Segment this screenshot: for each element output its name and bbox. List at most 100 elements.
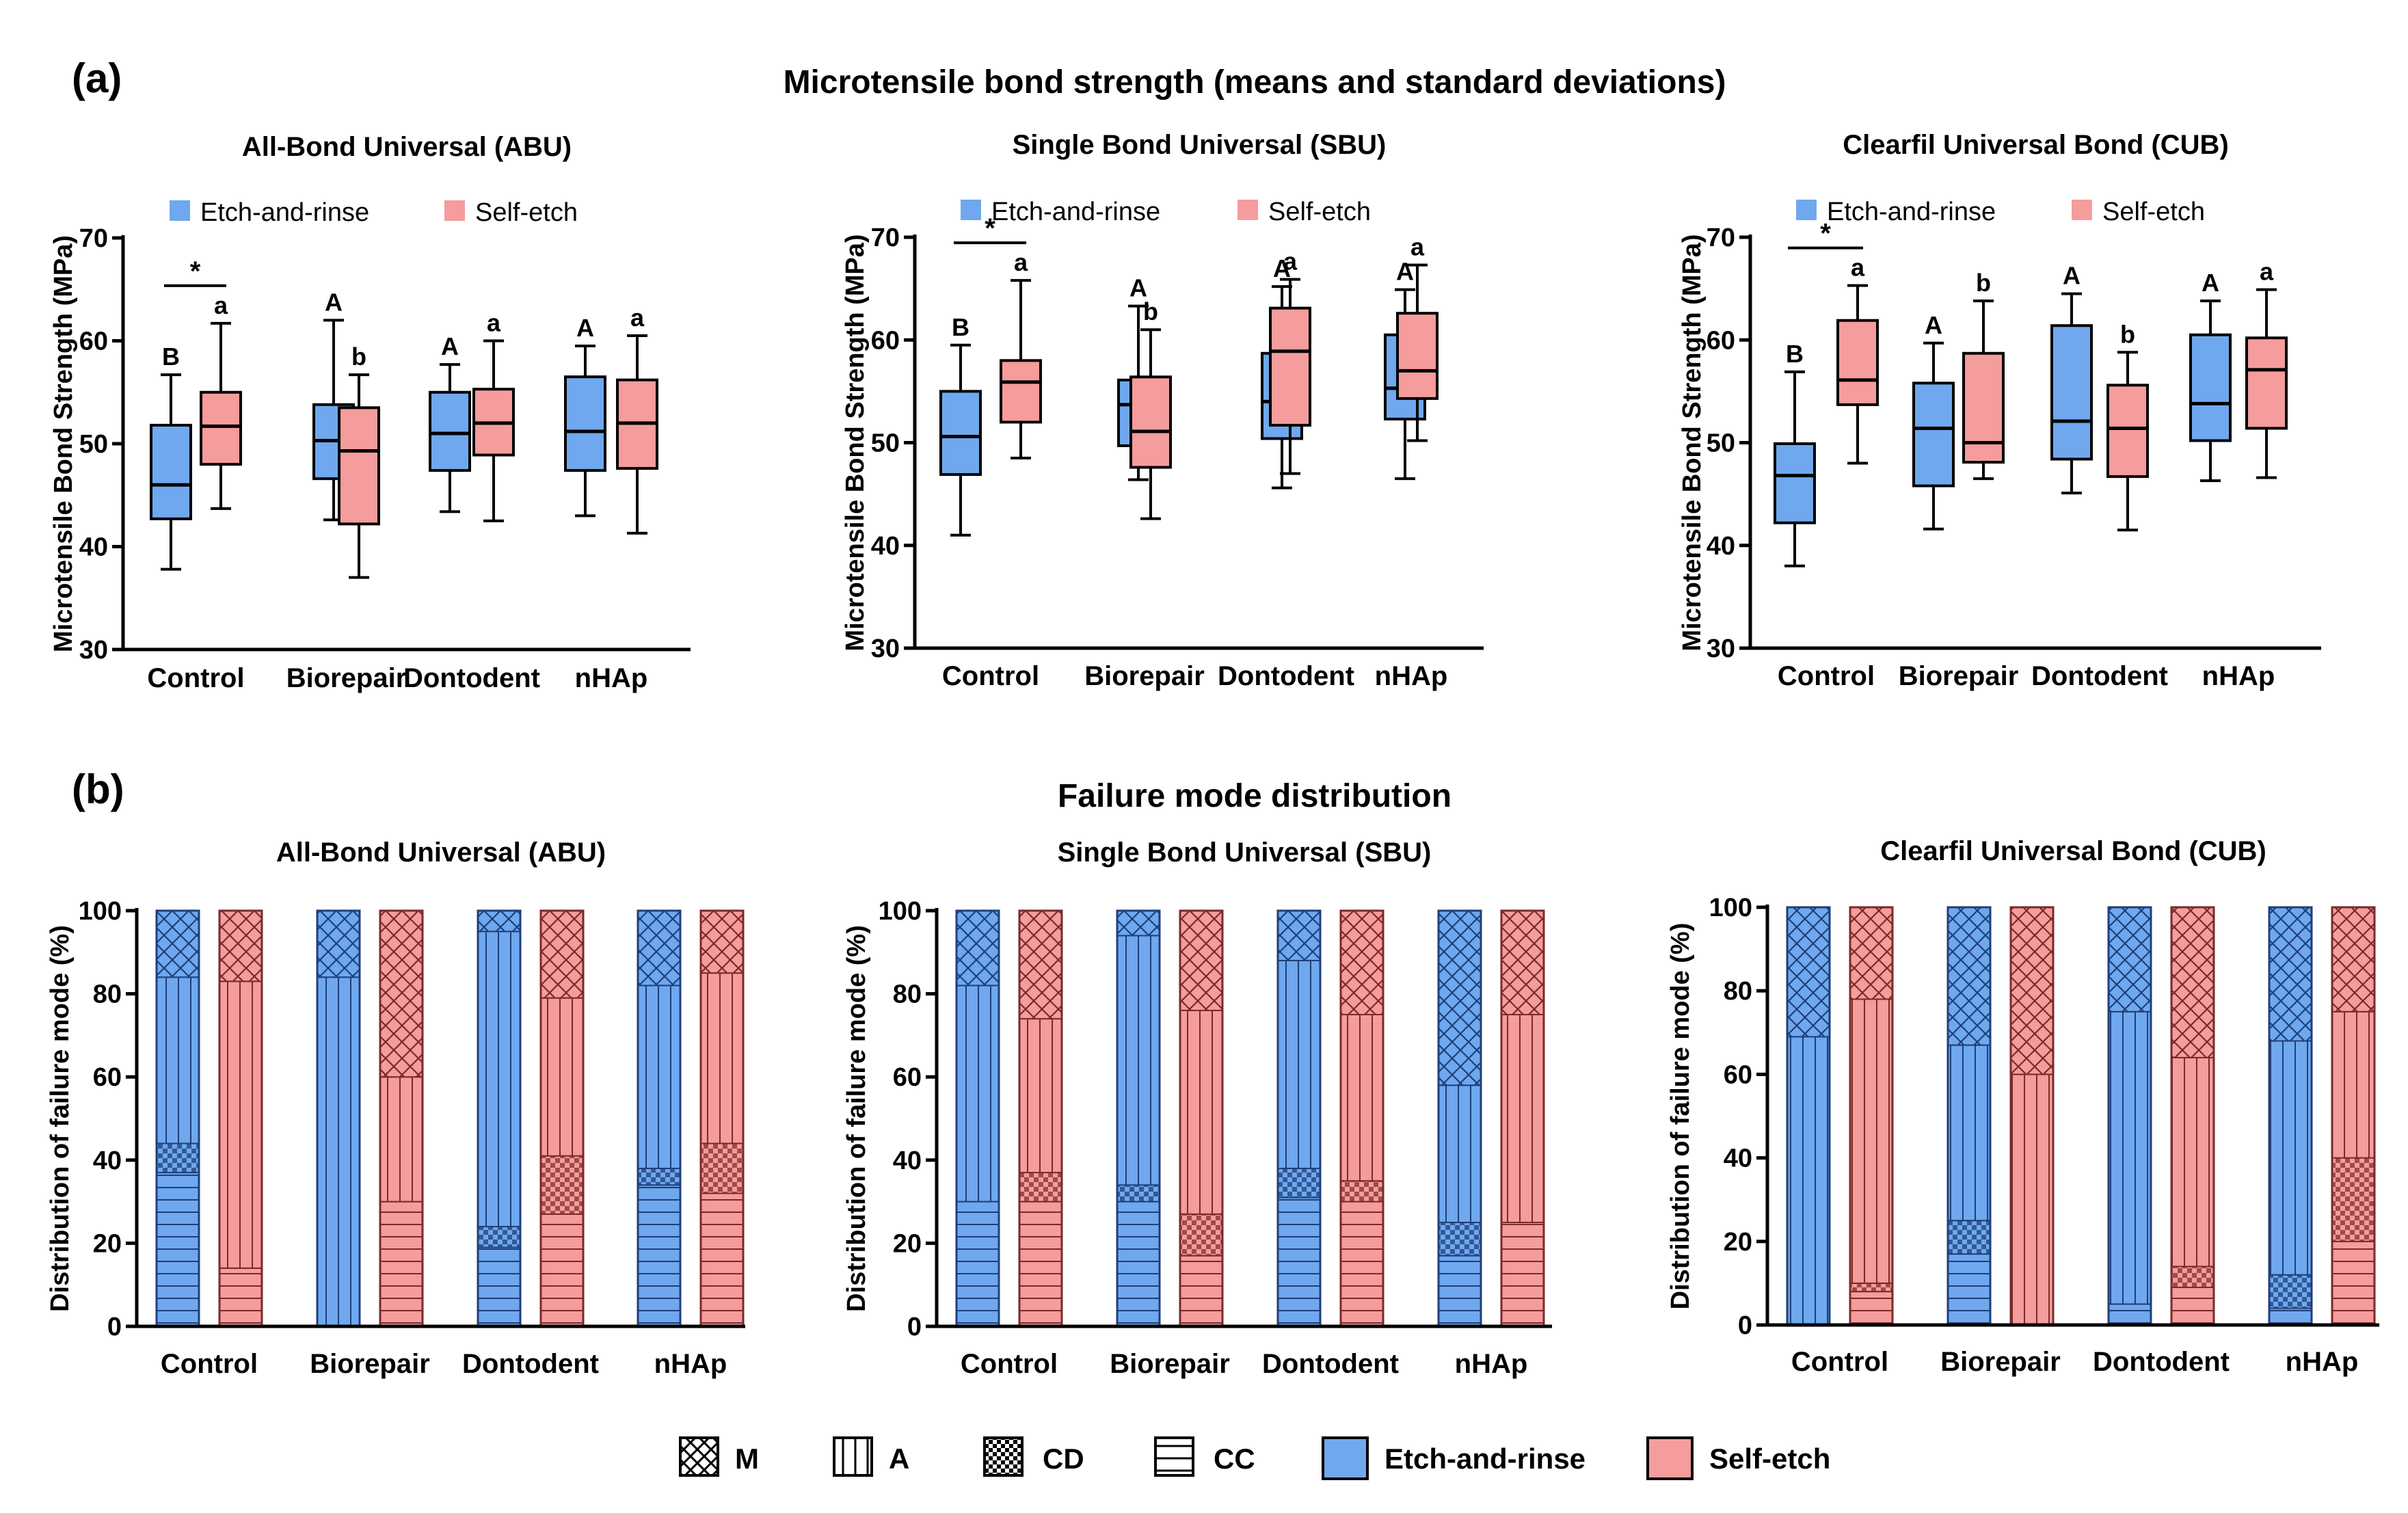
bar-segment-m: [1019, 910, 1062, 1020]
bar-segment-cc: [540, 1213, 584, 1327]
x-category-label: Dontodent: [462, 1349, 599, 1379]
legend-swatch-cd: [983, 1436, 1024, 1477]
x-category-label: nHAp: [1375, 661, 1448, 691]
bar-segment-cd: [1179, 1213, 1223, 1257]
y-tick-label: 100: [1709, 894, 1752, 922]
box-iqr: [2245, 336, 2288, 430]
box-iqr: [1000, 359, 1042, 424]
bar-etch-and-rinse-2: [1947, 906, 1992, 1326]
bar-segment-m: [540, 910, 584, 999]
failure-mode-legend: M A CD CC Etch-and-rinse Self-etch: [679, 1436, 1830, 1480]
legend-label-self-etch: Self-etch: [1709, 1443, 1830, 1475]
y-axis-label: Microtensile Bond Strength (MPa): [841, 234, 870, 651]
bar-segment-cd: [1849, 1282, 1893, 1293]
bar-segment-cd: [540, 1155, 584, 1215]
significance-letter: b: [351, 343, 366, 371]
bar-segment-m: [219, 910, 263, 982]
y-axis-label: Microtensile Bond Strength (MPa): [1678, 234, 1707, 651]
legend-swatch-self-etch: [2072, 200, 2092, 220]
significance-letter: A: [1129, 274, 1147, 302]
box-iqr: [564, 375, 606, 472]
bar-etch-and-rinse-2: [1116, 909, 1161, 1328]
boxplot-chart-3: Clearfil Universal Bond (CUB) Microtensil…: [1678, 130, 2321, 691]
box-self-etch-2: b: [338, 343, 380, 579]
box-etch-and-rinse-1: B: [1774, 340, 1816, 567]
bar-segment-m: [1116, 910, 1160, 937]
bar-segment-a: [1438, 1084, 1482, 1223]
bar-etch-and-rinse-3: [1276, 909, 1322, 1328]
bar-segment-cc: [1947, 1253, 1991, 1326]
bar-segment-cc: [1849, 1291, 1893, 1326]
box-iqr: [2189, 333, 2232, 442]
bar-segment-a: [1501, 1014, 1544, 1223]
bar-segment-a: [317, 976, 360, 1328]
y-tick-label: 60: [93, 1063, 122, 1092]
box-iqr: [200, 390, 242, 466]
y-tick-label: 60: [871, 326, 900, 355]
bar-etch-and-rinse-1: [155, 909, 200, 1328]
bar-segment-a: [2269, 1040, 2312, 1276]
box-etch-and-rinse-3: A: [429, 332, 471, 513]
bar-segment-cc: [1438, 1255, 1482, 1328]
bar-segment-m: [1787, 907, 1830, 1038]
y-tick-label: 50: [871, 429, 900, 458]
legend-label-a: A: [889, 1443, 909, 1475]
x-category-label: Control: [1778, 661, 1875, 691]
x-category-label: Control: [161, 1349, 258, 1379]
bar-segment-cd: [2331, 1157, 2375, 1242]
bar-segment-cc: [379, 1201, 423, 1327]
significance-letter: A: [325, 288, 343, 316]
bar-segment-cd: [1116, 1184, 1160, 1203]
bar-segment-cc: [700, 1192, 744, 1327]
bar-self-etch-2: [1179, 909, 1224, 1328]
y-tick-label: 0: [907, 1313, 922, 1341]
y-tick-label: 60: [893, 1063, 922, 1092]
box-self-etch-4: a: [616, 304, 658, 535]
bar-segment-a: [1019, 1018, 1062, 1174]
y-tick-label: 70: [1707, 224, 1735, 252]
legend-swatch-etch-and-rinse: [1796, 200, 1817, 220]
bar-etch-and-rinse-1: [1786, 906, 1831, 1326]
bar-segment-a: [2331, 1010, 2375, 1159]
bar-segment-cd: [1340, 1180, 1384, 1203]
bar-segment-a: [1277, 959, 1321, 1169]
x-category-label: nHAp: [2202, 661, 2275, 691]
bar-segment-cc: [1340, 1201, 1384, 1327]
x-category-label: Biorepair: [310, 1349, 430, 1379]
x-category-label: Dontodent: [403, 663, 540, 693]
bar-self-etch-3: [1339, 909, 1384, 1328]
bar-segment-cc: [477, 1246, 521, 1327]
y-tick-label: 60: [79, 327, 108, 356]
bar-self-etch-4: [699, 909, 745, 1328]
y-tick-label: 100: [879, 897, 922, 926]
chart-title: Single Bond Universal (SBU): [1058, 838, 1432, 868]
chart-title: Clearfil Universal Bond (CUB): [1880, 836, 2266, 866]
box-iqr: [1962, 351, 2005, 464]
bar-self-etch-1: [218, 909, 263, 1328]
bar-segment-cd: [477, 1226, 521, 1248]
bar-segment-cc: [2108, 1303, 2152, 1326]
significance-letter: a: [214, 291, 228, 319]
significance-letter: b: [2120, 320, 2135, 348]
legend-label-self-etch: Self-etch: [2102, 198, 2205, 226]
legend-label-self-etch: Self-etch: [1268, 198, 1371, 226]
y-tick-label: 40: [1724, 1144, 1752, 1173]
legend-item-etch-and-rinse: Etch-and-rinse: [1322, 1436, 1586, 1480]
bar-etch-and-rinse-4: [2268, 906, 2313, 1326]
legend-swatch-self-etch: [444, 200, 465, 221]
significance-letter: A: [1925, 311, 1942, 339]
bar-segment-a: [1947, 1044, 1991, 1222]
chart-title: All-Bond Universal (ABU): [276, 838, 606, 868]
x-category-label: nHAp: [1455, 1349, 1528, 1379]
bar-segment-a: [1340, 1014, 1384, 1182]
significance-letter: A: [1396, 258, 1414, 286]
bar-segment-cc: [156, 1172, 200, 1328]
bar-segment-cd: [156, 1142, 200, 1174]
y-tick-label: 50: [79, 430, 108, 459]
legend-item-m: M: [679, 1436, 759, 1477]
bar-segment-cd: [700, 1142, 744, 1194]
significance-letter: b: [1976, 269, 1991, 297]
y-tick-label: 80: [893, 980, 922, 1009]
y-tick-label: 70: [79, 224, 108, 253]
bar-segment-a: [156, 976, 200, 1144]
